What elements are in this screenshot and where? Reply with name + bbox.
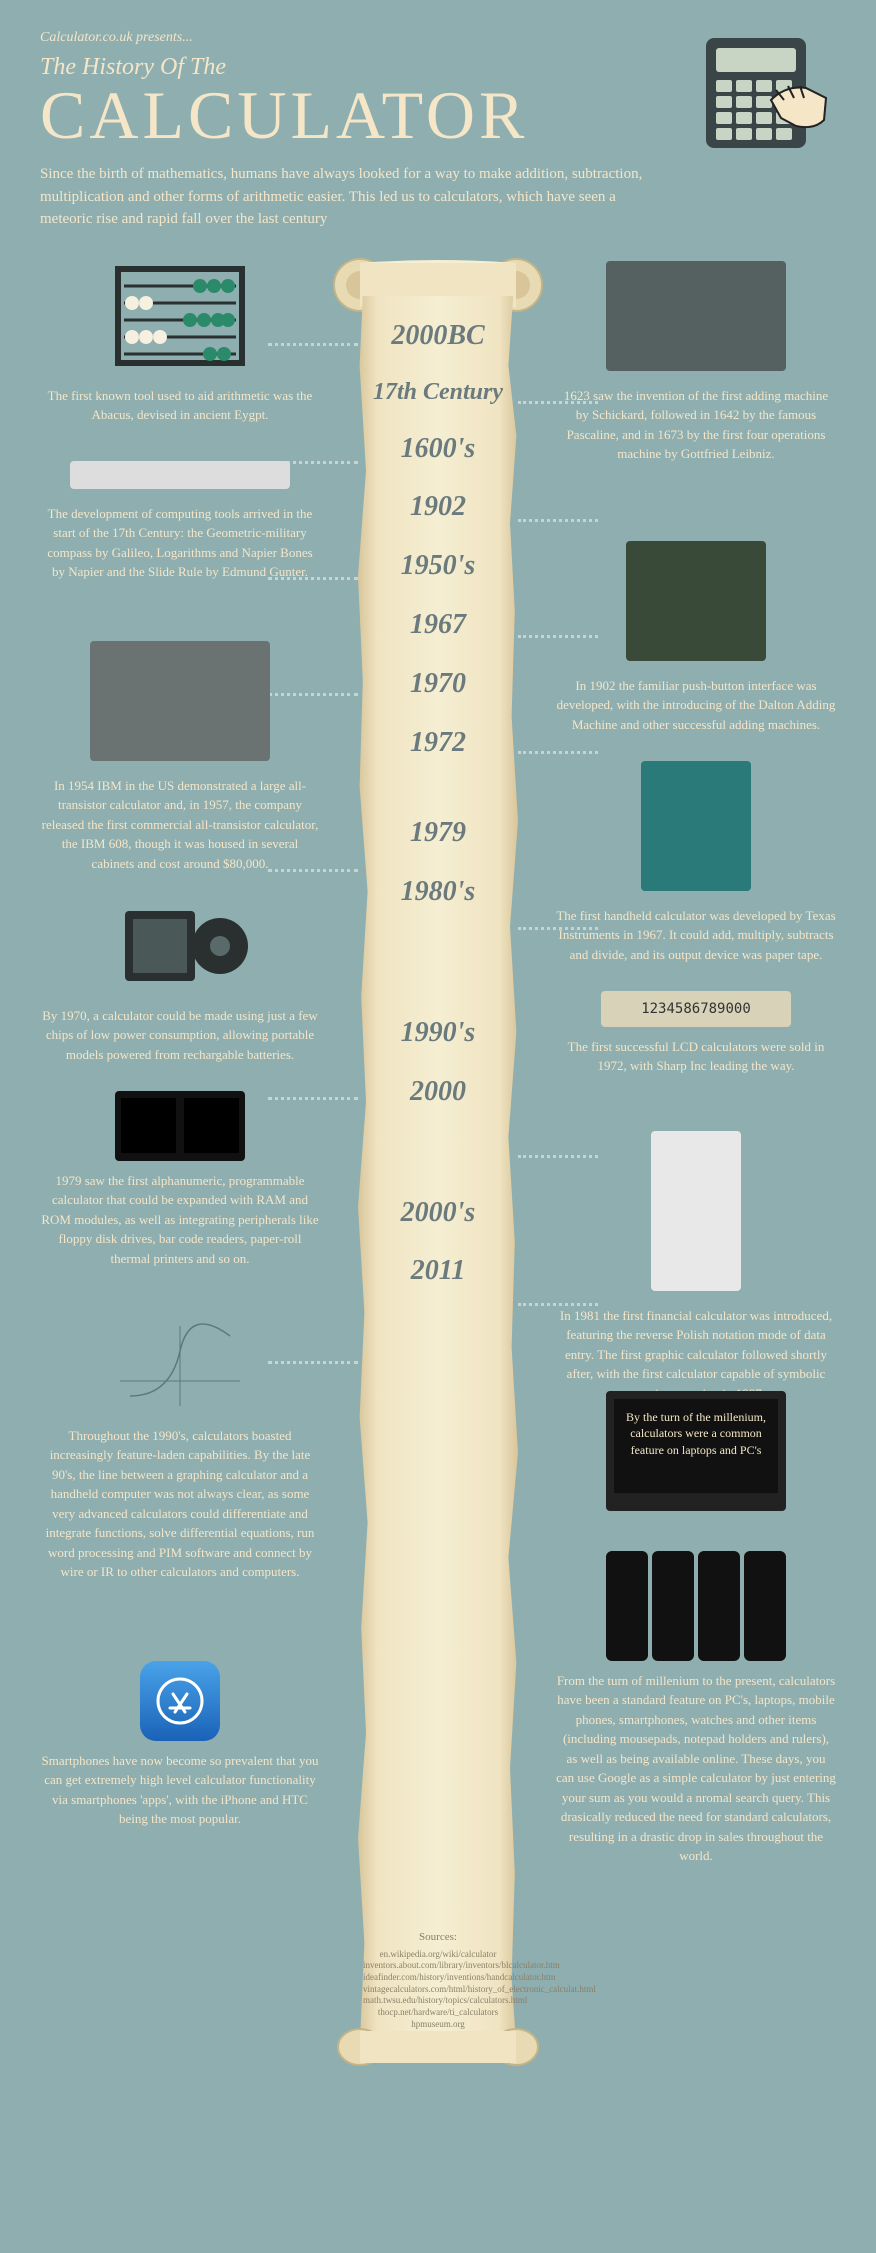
scroll-bottom-roll-icon <box>330 2027 546 2067</box>
entry-text: By the turn of the millenium, calculator… <box>621 1409 771 1459</box>
abacus-icon <box>110 261 250 371</box>
entry-text: By 1970, a calculator could be made usin… <box>40 1006 320 1065</box>
source-item: inventors.about.com/library/inventors/bl… <box>363 1960 513 1972</box>
entry-laptop: By the turn of the millenium, calculator… <box>556 1391 836 1526</box>
entry-dalton: In 1902 the familiar push-button interfa… <box>556 541 836 735</box>
lcd-display-icon: 1234586789000 <box>601 991 791 1027</box>
connector-line <box>518 519 598 522</box>
timeline-dates: 2000BC 17th Century 1600's 1902 1950's 1… <box>358 321 518 1316</box>
adding-machine-icon <box>606 261 786 371</box>
presents-line: Calculator.co.uk presents... <box>40 30 660 46</box>
date-label: 1990's <box>358 1018 518 1049</box>
date-label: 2000's <box>358 1198 518 1229</box>
source-item: ideafinder.com/history/inventions/handca… <box>363 1972 513 1984</box>
smartphones-icon <box>596 1551 796 1661</box>
graph-plot-icon <box>110 1321 250 1411</box>
entry-slide-rule: The development of computing tools arriv… <box>40 461 320 582</box>
entry-text: Throughout the 1990's, calculators boast… <box>40 1426 320 1582</box>
main-title: CALCULATOR <box>40 81 660 149</box>
app-store-icon <box>140 1661 220 1741</box>
date-label: 1600's <box>358 434 518 465</box>
entry-adding-machine: 1623 saw the invention of the first addi… <box>556 261 836 464</box>
date-label: 1970 <box>358 669 518 700</box>
entry-text: In 1954 IBM in the US demonstrated a lar… <box>40 776 320 874</box>
source-item: vintagecalculators.com/html/history_of_e… <box>363 1984 513 1996</box>
date-label: 2000 <box>358 1077 518 1108</box>
date-label: 1980's <box>358 877 518 908</box>
source-item: hpmuseum.org <box>363 2019 513 2031</box>
texas-instruments-icon <box>641 761 751 891</box>
entry-text: In 1902 the familiar push-button interfa… <box>556 676 836 735</box>
entry-text: The first known tool used to aid arithme… <box>40 386 320 425</box>
entry-text: 1623 saw the invention of the first addi… <box>556 386 836 464</box>
portable-calc-icon <box>105 901 255 991</box>
date-label: 1967 <box>358 610 518 641</box>
connector-line <box>518 751 598 754</box>
date-label: 17th Century <box>358 379 518 405</box>
financial-calc-icon <box>651 1131 741 1291</box>
entry-nineties: Throughout the 1990's, calculators boast… <box>40 1321 320 1582</box>
ibm-608-icon <box>90 641 270 761</box>
header-text: Calculator.co.uk presents... The History… <box>40 30 660 231</box>
entry-apps: Smartphones have now become so prevalent… <box>40 1661 320 1829</box>
entry-text: 1979 saw the first alphanumeric, program… <box>40 1171 320 1269</box>
header: Calculator.co.uk presents... The History… <box>40 30 836 231</box>
sources-title: Sources: <box>363 1930 513 1944</box>
scroll-background: 2000BC 17th Century 1600's 1902 1950's 1… <box>358 261 518 2061</box>
entry-text: In 1981 the first financial calculator w… <box>556 1306 836 1404</box>
entry-text: From the turn of millenium to the presen… <box>556 1671 836 1866</box>
floppy-disks-icon <box>115 1091 245 1161</box>
infographic-page: Calculator.co.uk presents... The History… <box>0 0 876 2253</box>
source-item: en.wikipedia.org/wiki/calculator <box>363 1949 513 1961</box>
entry-chips: By 1970, a calculator could be made usin… <box>40 901 320 1065</box>
entry-text: Smartphones have now become so prevalent… <box>40 1751 320 1829</box>
entry-text: The first handheld calculator was develo… <box>556 906 836 965</box>
date-label: 2000BC <box>358 321 518 352</box>
date-label: 1979 <box>358 818 518 849</box>
calculator-hand-icon <box>696 30 836 160</box>
source-item: thocp.net/hardware/ti_calculators <box>363 2007 513 2019</box>
dalton-machine-icon <box>626 541 766 661</box>
date-label: 2011 <box>358 1256 518 1287</box>
entry-abacus: The first known tool used to aid arithme… <box>40 261 320 425</box>
date-label: 1972 <box>358 728 518 759</box>
source-item: math.twsu.edu/history/topics/calculators… <box>363 1995 513 2007</box>
sources-block: Sources: en.wikipedia.org/wiki/calculato… <box>363 1930 513 2030</box>
intro-text: Since the birth of mathematics, humans h… <box>40 163 660 231</box>
date-label: 1902 <box>358 492 518 523</box>
timeline: 2000BC 17th Century 1600's 1902 1950's 1… <box>40 261 836 2061</box>
entry-lcd: 1234586789000 The first successful LCD c… <box>556 991 836 1076</box>
entry-floppy: 1979 saw the first alphanumeric, program… <box>40 1091 320 1269</box>
slide-rule-icon <box>70 461 290 489</box>
entry-text: The first successful LCD calculators wer… <box>556 1037 836 1076</box>
entry-financial: In 1981 the first financial calculator w… <box>556 1131 836 1404</box>
date-label: 1950's <box>358 551 518 582</box>
entry-text: The development of computing tools arriv… <box>40 504 320 582</box>
entry-ibm: In 1954 IBM in the US demonstrated a lar… <box>40 641 320 874</box>
entry-millennium: From the turn of millenium to the presen… <box>556 1551 836 1866</box>
entry-ti: The first handheld calculator was develo… <box>556 761 836 965</box>
